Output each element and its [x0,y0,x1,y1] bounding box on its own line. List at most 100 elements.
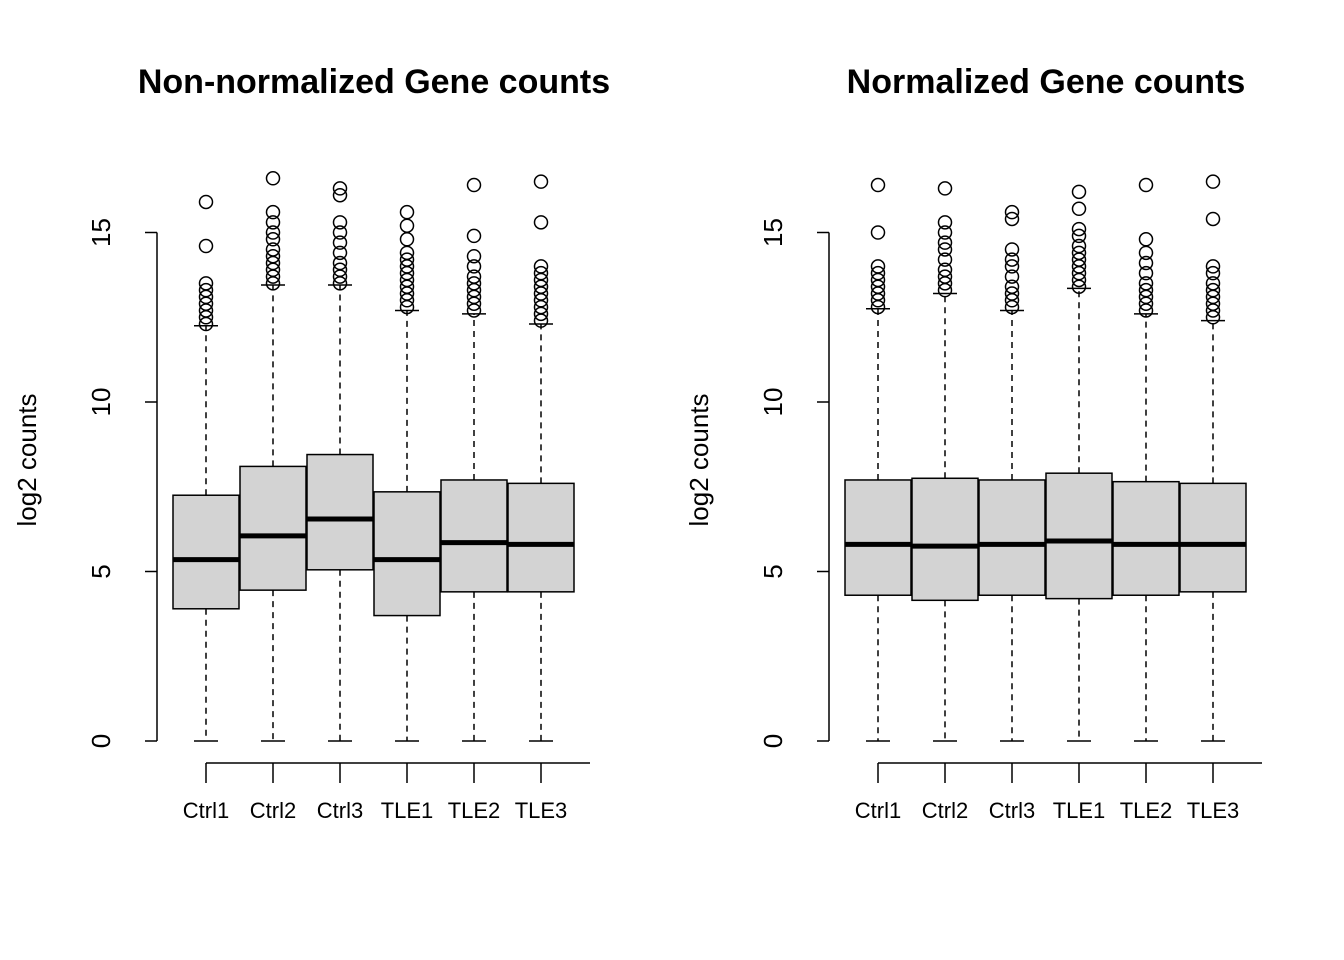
box-iqr [1045,472,1113,600]
box-tle2 [440,177,508,742]
outlier-point [265,232,281,247]
outlier-point [1138,255,1154,271]
outlier-point [1138,265,1154,281]
outlier-point [332,262,348,278]
outlier-point [1004,269,1020,284]
box-iqr [306,453,374,571]
outlier-point [466,228,482,244]
outlier-point [937,181,953,196]
x-tick-label: TLE1 [381,798,434,823]
x-tick-label: TLE2 [1120,798,1173,823]
outlier-point [332,235,348,250]
x-tick-label: TLE2 [448,798,501,823]
outlier-point [1138,177,1154,193]
boxes [172,171,575,742]
outlier-point [399,204,415,220]
tick-labels: 0 5 10 15 Ctrl1 Ctrl2 Ctrl3 TLE1 TLE2 TLE3 [86,218,567,823]
x-tick-label: TLE3 [1187,798,1240,823]
boxes [844,174,1247,742]
box-iqr [978,479,1046,596]
y-axis-label: log2 counts [684,394,714,527]
box-iqr [1179,482,1247,593]
outlier-point [1205,265,1221,281]
outlier-point [265,248,281,264]
box-iqr [507,482,575,593]
outlier-point [1205,282,1221,298]
box-ctrl1 [172,194,240,742]
outlier-point [332,215,348,230]
tick-labels: 0 5 10 15 Ctrl1 Ctrl2 Ctrl3 TLE1 TLE2 TLE3 [758,218,1239,823]
outlier-point [1071,228,1087,244]
box-iqr [844,479,912,596]
outlier-point [937,262,953,278]
outlier-point [466,276,482,291]
box-tle1 [373,204,441,742]
outlier-point [870,259,886,274]
outlier-point [1071,221,1087,237]
outlier-point [1004,204,1020,220]
box-iqr [440,479,508,593]
outlier-point [533,265,549,281]
outlier-point [1071,184,1087,200]
outlier-point [870,177,886,193]
outlier-point [870,225,886,240]
outlier-point [332,255,348,271]
outlier-point [332,187,348,203]
outlier-point [265,215,281,230]
box-ctrl2 [911,181,979,742]
box-iqr [373,491,441,617]
y-tick-label: 0 [758,734,788,748]
outlier-point [265,204,281,220]
outlier-point [466,177,482,193]
y-tick-label: 10 [86,388,116,417]
outlier-point [533,215,549,230]
outlier-point [1205,211,1221,227]
outlier-point [1004,279,1020,294]
outlier-point [399,232,415,247]
outlier-point [466,248,482,264]
box-ctrl3 [978,204,1046,742]
outlier-point [198,238,214,254]
outlier-point [1138,282,1154,298]
box-tle1 [1045,184,1113,742]
outlier-point [1004,242,1020,257]
outlier-point [533,174,549,189]
y-axis-label: log2 counts [12,394,42,527]
outlier-point [1205,174,1221,189]
outlier-point [870,265,886,281]
box-tle3 [507,174,575,742]
outlier-point [1004,211,1020,227]
box-tle3 [1179,174,1247,742]
outlier-point [1004,286,1020,301]
x-tick-label: TLE3 [515,798,568,823]
outlier-point [937,225,953,240]
outlier-point [1138,232,1154,247]
box-iqr [172,494,240,610]
x-tick-label: Ctrl3 [317,798,363,823]
axes [817,231,1262,783]
outlier-point [1071,245,1087,261]
chart-title: Normalized Gene counts [847,63,1246,101]
axes [145,231,590,783]
y-tick-label: 0 [86,734,116,748]
y-tick-label: 10 [758,388,788,417]
outlier-point [332,181,348,196]
outlier-point [332,245,348,261]
box-iqr [1112,480,1180,596]
outlier-point [265,242,281,257]
panel-non-normalized: Non-normalized Gene counts log2 counts 0… [12,63,610,823]
outlier-point [399,252,415,267]
outlier-point [937,242,953,257]
y-tick-label: 15 [86,218,116,247]
outlier-point [265,171,281,186]
chart-title: Non-normalized Gene counts [138,63,610,101]
outlier-point [332,225,348,240]
x-tick-label: Ctrl3 [989,798,1035,823]
outlier-point [1205,276,1221,291]
outlier-point [265,225,281,240]
box-ctrl1 [844,177,912,742]
x-tick-label: Ctrl1 [855,798,901,823]
box-iqr [911,477,979,602]
outlier-point [198,276,214,291]
outlier-point [1138,276,1154,291]
